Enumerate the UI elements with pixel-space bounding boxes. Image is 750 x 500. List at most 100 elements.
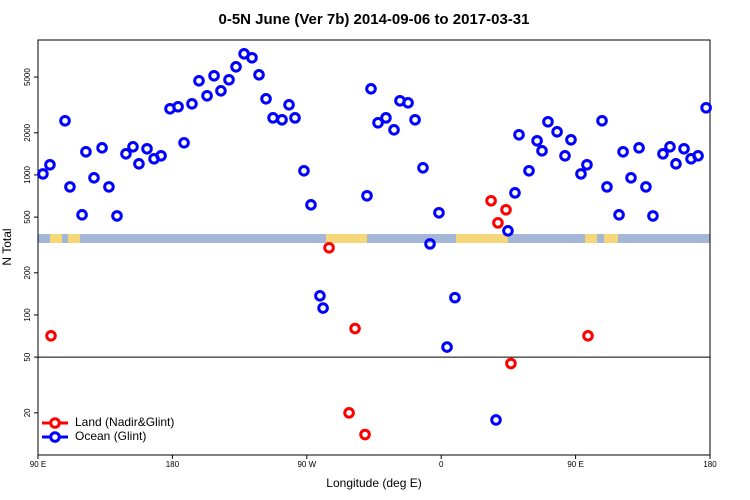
point — [359, 428, 371, 441]
point — [581, 158, 593, 171]
point — [305, 199, 317, 211]
point — [490, 414, 502, 426]
point — [343, 407, 355, 419]
point — [505, 357, 517, 370]
x-tick-label: 90 E — [567, 460, 583, 469]
point — [551, 126, 563, 138]
point — [388, 124, 400, 136]
point — [617, 145, 629, 158]
x-tick-label: 0 — [439, 460, 444, 469]
point — [283, 98, 295, 111]
point — [513, 128, 525, 141]
point — [409, 113, 421, 126]
point — [536, 145, 548, 157]
ocean-strip — [38, 234, 710, 243]
point — [417, 161, 429, 174]
point — [670, 158, 682, 170]
point — [314, 290, 326, 302]
point — [433, 206, 445, 219]
legend-marker — [49, 417, 61, 429]
point — [424, 238, 436, 250]
point — [380, 112, 392, 124]
point — [127, 140, 139, 153]
point — [700, 101, 712, 114]
point — [253, 69, 265, 81]
point — [542, 115, 554, 128]
map-strip — [38, 234, 710, 243]
point — [96, 142, 108, 154]
point — [596, 114, 608, 127]
y-tick-label: 5000 — [23, 68, 32, 86]
point — [45, 330, 57, 342]
point — [59, 114, 71, 127]
point — [509, 187, 521, 199]
land-strip — [326, 234, 367, 243]
point — [692, 150, 704, 162]
land-strip — [456, 234, 508, 243]
point — [559, 150, 571, 162]
point — [647, 210, 659, 222]
point — [372, 116, 384, 129]
point — [267, 112, 279, 124]
point — [172, 100, 184, 113]
land-strip — [68, 234, 80, 243]
point — [193, 74, 205, 87]
point — [640, 181, 652, 193]
x-axis-label: Longitude (deg E) — [326, 476, 421, 490]
y-tick-label: 500 — [23, 210, 32, 224]
point — [323, 241, 335, 254]
point — [625, 172, 637, 184]
y-tick-label: 1000 — [23, 166, 32, 184]
x-tick-label: 180 — [703, 460, 717, 469]
land-strip — [604, 234, 618, 243]
legend-marker — [49, 431, 61, 443]
point — [664, 140, 676, 153]
point — [80, 145, 92, 158]
point — [500, 203, 512, 216]
point — [298, 164, 310, 177]
land-strip — [50, 234, 62, 243]
point — [111, 210, 123, 222]
point — [155, 150, 167, 162]
plot-frame — [37, 39, 711, 456]
point — [601, 181, 613, 193]
x-tick-label: 90 E — [30, 460, 46, 469]
legend-label: Ocean (Glint) — [75, 429, 146, 443]
x-tick-label: 90 W — [297, 460, 316, 469]
point — [492, 217, 504, 229]
point — [44, 158, 56, 171]
point — [502, 225, 514, 237]
point — [349, 322, 361, 335]
y-tick-label: 50 — [23, 352, 32, 361]
point — [575, 168, 587, 180]
x-tick-label: 180 — [166, 460, 180, 469]
point — [37, 168, 49, 180]
point — [565, 133, 577, 146]
point — [317, 302, 329, 314]
point — [531, 134, 543, 147]
point — [657, 148, 669, 160]
point — [402, 96, 414, 109]
point — [361, 189, 373, 202]
point — [449, 291, 461, 304]
point — [120, 148, 132, 160]
point — [64, 181, 76, 193]
point — [103, 181, 115, 193]
point — [133, 158, 145, 170]
point — [613, 209, 625, 221]
point — [678, 142, 690, 155]
legend-label: Land (Nadir&Glint) — [75, 415, 174, 429]
point — [276, 113, 288, 126]
y-axis-label: N Total — [0, 228, 14, 265]
y-tick-label: 200 — [23, 266, 32, 280]
point — [201, 89, 213, 102]
point — [485, 194, 497, 207]
point — [365, 82, 377, 95]
point — [633, 142, 645, 154]
land-strip — [585, 234, 597, 243]
chart-title: 0-5N June (Ver 7b) 2014-09-06 to 2017-03… — [219, 11, 530, 28]
point — [208, 69, 220, 82]
point — [186, 98, 198, 110]
point — [260, 93, 272, 105]
